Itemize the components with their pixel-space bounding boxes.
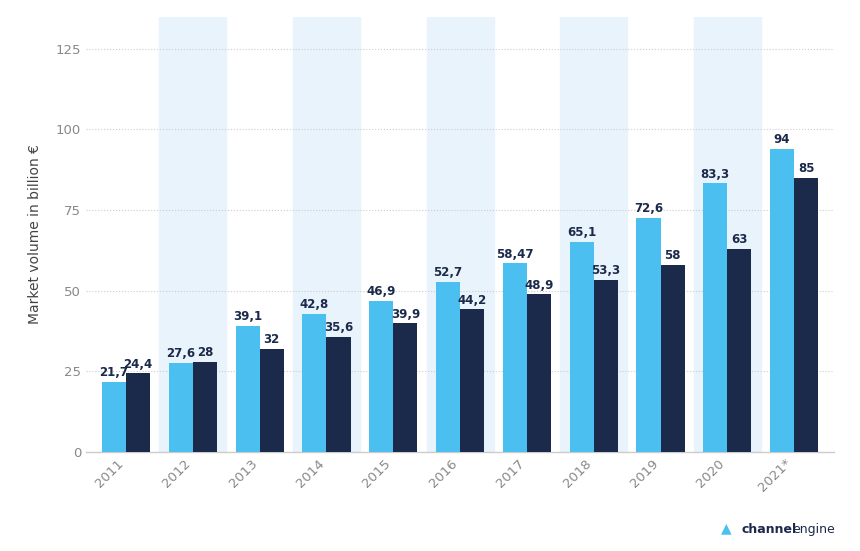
Text: 39,1: 39,1 — [233, 310, 262, 323]
Bar — [169, 363, 193, 452]
Bar — [327, 337, 351, 452]
Bar — [102, 382, 126, 452]
Bar — [369, 301, 393, 452]
Y-axis label: Market volume in billion €: Market volume in billion € — [28, 144, 42, 324]
Text: 48,9: 48,9 — [525, 279, 554, 291]
Bar — [193, 361, 217, 452]
Bar — [593, 280, 617, 452]
Bar — [427, 17, 494, 452]
Text: ▲: ▲ — [722, 522, 732, 536]
Text: 94: 94 — [774, 133, 790, 146]
Bar — [728, 249, 752, 452]
Bar — [636, 218, 660, 452]
Text: 58,47: 58,47 — [496, 248, 533, 261]
Text: 44,2: 44,2 — [458, 294, 487, 307]
Text: engine: engine — [792, 522, 835, 536]
Bar — [303, 314, 327, 452]
Bar — [561, 17, 627, 452]
Bar — [126, 373, 150, 452]
Text: 85: 85 — [798, 162, 814, 175]
Text: 35,6: 35,6 — [324, 321, 353, 334]
Text: 58: 58 — [664, 249, 681, 262]
Bar — [460, 309, 484, 452]
Bar — [694, 17, 761, 452]
Text: channel: channel — [741, 522, 796, 536]
Bar — [527, 294, 551, 452]
Text: 63: 63 — [731, 233, 747, 246]
Bar — [703, 183, 728, 452]
Text: 42,8: 42,8 — [300, 298, 329, 311]
Text: 27,6: 27,6 — [166, 347, 195, 360]
Bar — [660, 265, 685, 452]
Bar — [260, 349, 284, 452]
Text: 72,6: 72,6 — [634, 202, 663, 215]
Text: 65,1: 65,1 — [567, 226, 596, 239]
Text: 32: 32 — [263, 333, 280, 346]
Text: 53,3: 53,3 — [591, 264, 620, 277]
Text: 21,7: 21,7 — [100, 366, 128, 379]
Text: 46,9: 46,9 — [366, 285, 396, 298]
Bar — [794, 178, 818, 452]
Bar — [569, 242, 593, 452]
Text: 24,4: 24,4 — [124, 358, 153, 371]
Bar — [236, 326, 260, 452]
Text: 28: 28 — [197, 346, 213, 359]
Text: 39,9: 39,9 — [390, 307, 420, 321]
Bar — [770, 149, 794, 452]
Bar — [436, 282, 460, 452]
Text: 52,7: 52,7 — [433, 266, 463, 279]
Text: 83,3: 83,3 — [701, 168, 730, 181]
Bar — [159, 17, 226, 452]
Bar — [503, 263, 527, 452]
Bar — [393, 323, 417, 452]
Bar — [293, 17, 359, 452]
